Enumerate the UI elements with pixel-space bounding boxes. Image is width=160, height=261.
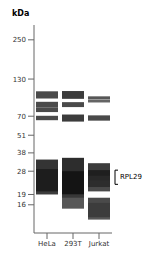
svg-text:51: 51 — [17, 132, 26, 140]
svg-text:RPL29: RPL29 — [120, 173, 142, 181]
svg-text:250: 250 — [13, 36, 26, 44]
svg-text:293T: 293T — [64, 240, 82, 248]
svg-text:70: 70 — [17, 113, 26, 121]
svg-text:16: 16 — [17, 201, 26, 209]
html-text:kDa: kDa — [12, 9, 30, 18]
svg-text:19: 19 — [17, 191, 26, 199]
svg-text:HeLa: HeLa — [38, 240, 56, 248]
svg-text:38: 38 — [17, 149, 26, 157]
svg-text:Jurkat: Jurkat — [88, 240, 110, 248]
svg-text:130: 130 — [13, 76, 26, 84]
svg-text:28: 28 — [17, 168, 26, 176]
